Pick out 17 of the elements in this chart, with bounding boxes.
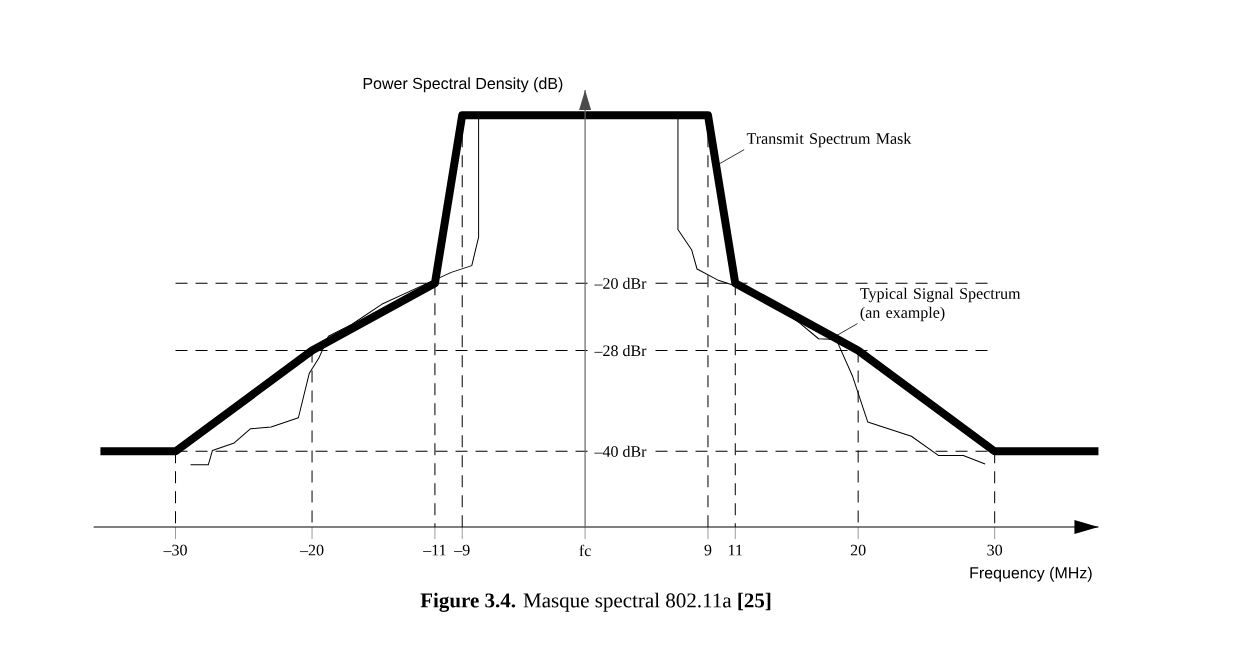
- annotation: Typical Signal Spectrum (an example): [860, 287, 1021, 322]
- x-tick-label: 11: [728, 544, 742, 556]
- x-tick-label: 9: [704, 544, 712, 556]
- x-axis-title: Frequency (MHz): [970, 566, 1092, 582]
- x-tick-label: –11: [423, 544, 446, 556]
- x-tick-label: –20: [299, 544, 324, 556]
- y-tick-label: –28 dBr: [594, 344, 647, 357]
- x-tick-label: 20: [850, 544, 866, 556]
- x-tick-label: 30: [987, 544, 1003, 556]
- annotation: Transmit Spectrum Mask: [746, 132, 912, 148]
- y-axis-title: Power Spectral Density (dB): [363, 77, 563, 93]
- text: Figure 3.4. Masque spectral 802.11a [25]: [420, 592, 771, 612]
- x-tick-label: –30: [163, 544, 187, 556]
- x-tick-label: –9: [454, 544, 470, 556]
- y-tick-label: –20 dBr: [594, 277, 647, 289]
- y-tick-label: –40 dBr: [594, 445, 647, 457]
- x-tick-label: fc: [579, 544, 591, 557]
